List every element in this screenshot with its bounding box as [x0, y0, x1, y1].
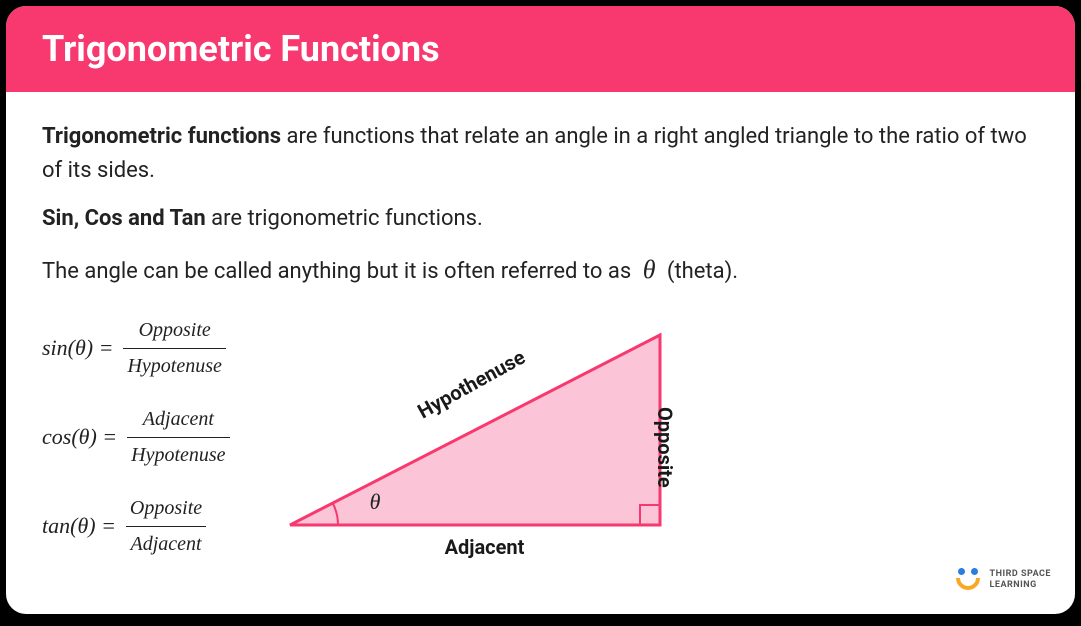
tan-fraction: Opposite Adjacent [126, 493, 206, 560]
sin-den: Hypotenuse [123, 348, 225, 382]
p2-rest: are trigonometric functions. [206, 206, 483, 231]
brand-logo-icon [954, 568, 982, 592]
paragraph-2: Sin, Cos and Tan are trigonometric funct… [42, 202, 1039, 236]
label-theta: θ [370, 485, 381, 519]
formula-cos: cos(θ) = Adjacent Hypotenuse [42, 404, 230, 471]
card-content: Trigonometric functions are functions th… [6, 92, 1075, 565]
label-adjacent: Adjacent [445, 532, 525, 563]
math-area: sin(θ) = Opposite Hypotenuse cos(θ) = Ad… [42, 305, 1039, 565]
cos-num: Adjacent [139, 404, 218, 437]
triangle-shape [290, 335, 660, 525]
cos-fraction: Adjacent Hypotenuse [127, 404, 229, 471]
brand-line1: THIRD SPACE [990, 569, 1051, 580]
cos-lhs: cos(θ) = [42, 420, 117, 454]
p2-bold: Sin, Cos and Tan [42, 206, 206, 231]
triangle-diagram: Hypothenuse Opposite Adjacent θ [260, 305, 740, 565]
formula-list: sin(θ) = Opposite Hypotenuse cos(θ) = Ad… [42, 305, 230, 560]
tan-num: Opposite [126, 493, 206, 526]
tan-lhs: tan(θ) = [42, 509, 116, 543]
brand-text: THIRD SPACE LEARNING [990, 569, 1051, 591]
formula-tan: tan(θ) = Opposite Adjacent [42, 493, 230, 560]
sin-fraction: Opposite Hypotenuse [123, 315, 225, 382]
p3-post: (theta). [661, 259, 738, 284]
paragraph-1: Trigonometric functions are functions th… [42, 120, 1039, 188]
card-title: Trigonometric Functions [42, 28, 1039, 70]
sin-lhs: sin(θ) = [42, 331, 113, 365]
p3-pre: The angle can be called anything but it … [42, 259, 637, 284]
brand-line2: LEARNING [990, 580, 1051, 591]
cos-den: Hypotenuse [127, 437, 229, 471]
formula-sin: sin(θ) = Opposite Hypotenuse [42, 315, 230, 382]
paragraph-3: The angle can be called anything but it … [42, 250, 1039, 290]
brand-badge: THIRD SPACE LEARNING [954, 568, 1051, 592]
theta-symbol: θ [637, 255, 662, 284]
card-header: Trigonometric Functions [6, 6, 1075, 92]
triangle-svg [260, 305, 690, 545]
label-opposite: Opposite [649, 407, 680, 488]
sin-num: Opposite [135, 315, 215, 348]
info-card: Trigonometric Functions Trigonometric fu… [6, 6, 1075, 614]
tan-den: Adjacent [126, 526, 205, 560]
p1-bold: Trigonometric functions [42, 124, 281, 149]
